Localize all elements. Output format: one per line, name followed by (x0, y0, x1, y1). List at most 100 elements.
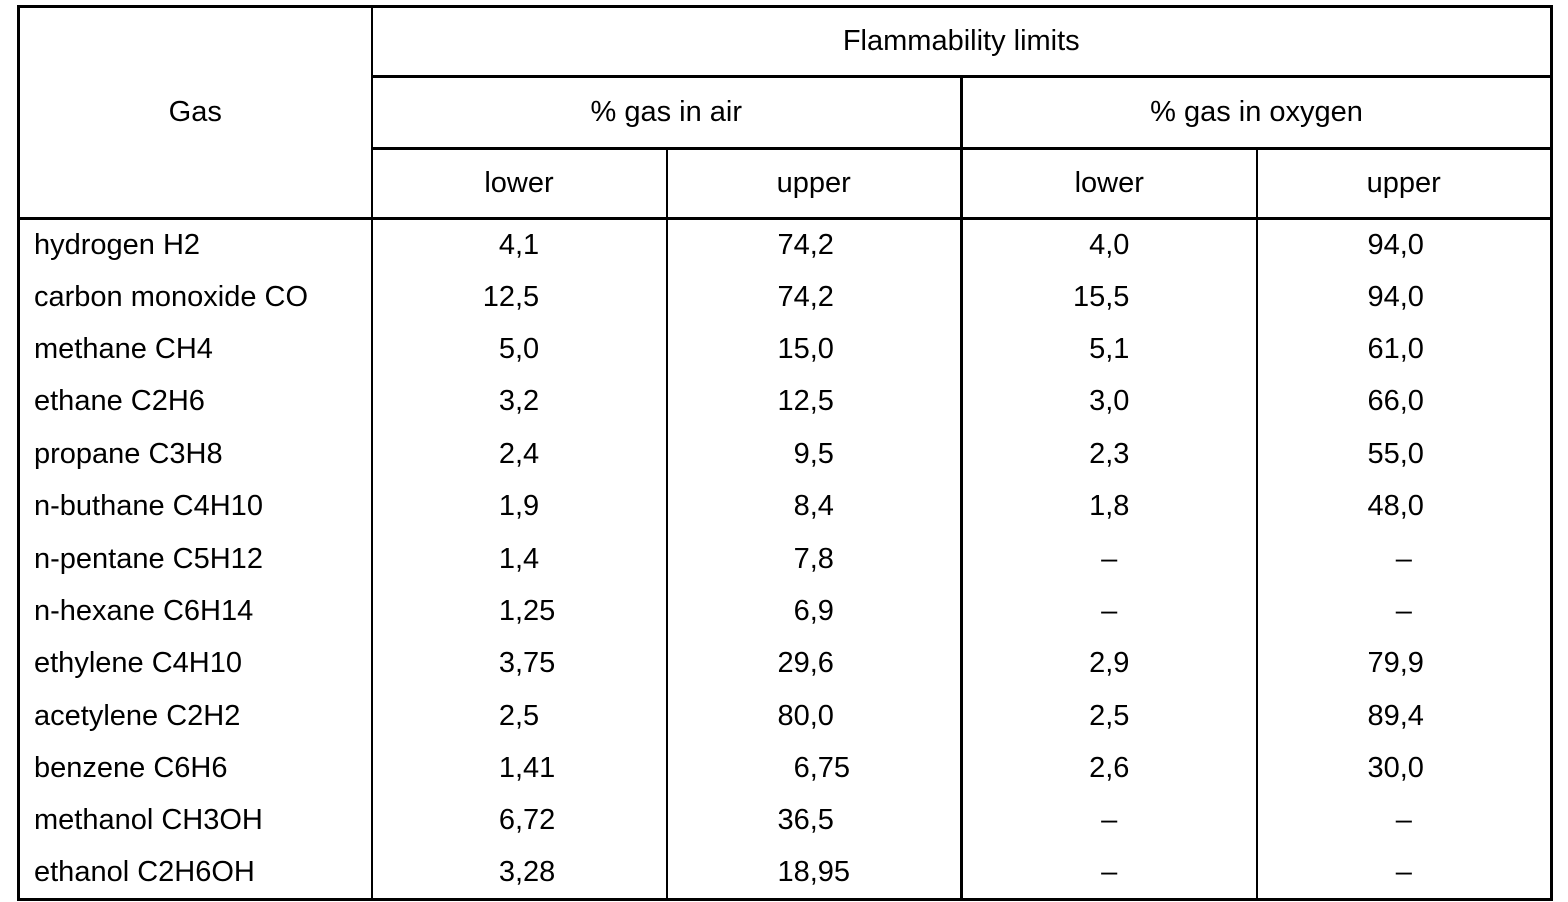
value-cell: 1,9 (371, 480, 668, 533)
oxygen-upper-header: upper (1256, 148, 1552, 220)
table-row: n-buthane C4H10 1, 9 8, 4 1, 8 48, 0 (18, 480, 1552, 533)
gas-name-cell: n-buthane C4H10 (18, 480, 373, 533)
value-cell: 12, 5 (666, 375, 963, 429)
no-data-dash: – (1395, 542, 1412, 575)
value-cell: – (1257, 585, 1552, 637)
value-cell: 3,0 (961, 375, 1258, 429)
gas-name-cell: methanol CH3OH (18, 794, 373, 848)
table-row: methane CH4 5, 0 15, 0 5, 1 61, 0 (18, 323, 1552, 376)
value-cell: 89, 4 (1367, 699, 1424, 732)
value-cell: 9,5 (666, 428, 963, 481)
value-cell: – (961, 794, 1258, 848)
gas-column-header: Gas (18, 6, 373, 220)
table-row: ethane C2H6 3, 2 12, 5 3, 0 66, 0 (18, 375, 1552, 429)
gas-name-cell: ethanol C2H6OH (18, 847, 373, 900)
value-cell: 6, 72 (371, 794, 668, 848)
no-data-dash: – (1101, 856, 1118, 889)
value-cell: 74, 2 (666, 270, 963, 324)
table-row: acetylene C2H2 2, 5 80, 0 2, 5 89, 4 (18, 690, 1552, 743)
value-cell: 61, 0 (1367, 332, 1424, 365)
value-cell: 1,4 (371, 532, 668, 586)
value-cell: 4,0 (961, 218, 1258, 271)
gas-name-cell: n-hexane C6H14 (18, 585, 373, 638)
value-cell: 6,9 (666, 585, 963, 638)
table-row: hydrogen H2 4, 1 74, 2 4, 0 94, 0 (18, 218, 1552, 271)
value-cell: 8,4 (666, 480, 963, 533)
value-cell: 30, 0 (1367, 752, 1424, 785)
value-cell: 18, 95 (666, 847, 963, 900)
value-cell: 66, 0 (1367, 385, 1424, 418)
gas-name-cell: methane CH4 (18, 323, 373, 376)
value-cell: 29, 6 (666, 637, 963, 691)
header-row-3: lower upper lower upper (19, 148, 1552, 220)
value-cell: 7,8 (666, 532, 963, 586)
gas-name-cell: ethylene C4H10 (18, 637, 373, 691)
value-cell: 79, 9 (1367, 647, 1424, 680)
no-data-dash: – (1395, 856, 1412, 889)
gas-in-air-header: % gas in air (371, 76, 963, 150)
no-data-dash: – (1101, 594, 1118, 627)
value-cell: 3,2 (371, 375, 668, 429)
table-row: n-pentane C5H12 1, 4 7, 8 – – (18, 532, 1552, 586)
header-row-1: Gas Flammability limits (18, 6, 1552, 220)
air-lower-header: lower (371, 148, 668, 220)
value-cell: 80, 0 (666, 690, 963, 743)
table-row: n-hexane C6H14 1, 25 6, 9 – – (18, 585, 1552, 638)
value-cell: 74, 2 (666, 218, 963, 271)
flammability-limits-header: Flammability limits (371, 6, 1552, 78)
value-cell: 3, 28 (371, 847, 668, 900)
value-cell: 94, 0 (1367, 280, 1424, 313)
value-cell: 5,0 (371, 323, 668, 376)
value-cell: – (1257, 533, 1552, 585)
value-cell: – (1257, 847, 1552, 899)
value-cell: 2,5 (961, 690, 1258, 743)
table-row: carbon monoxide CO 12, 5 74, 2 15, 5 94, 0 (18, 270, 1552, 324)
gas-name-cell: carbon monoxide CO (18, 270, 373, 324)
gas-name-cell: acetylene C2H2 (18, 690, 373, 743)
gas-name-cell: hydrogen H2 (18, 218, 373, 271)
value-cell: 2,4 (371, 428, 668, 481)
gas-name-cell: propane C3H8 (18, 428, 373, 481)
value-cell: 4,1 (371, 218, 668, 271)
value-cell: 2,5 (371, 690, 668, 743)
value-cell: 12, 5 (371, 270, 668, 324)
value-cell: 1,8 (961, 480, 1258, 533)
flammability-limits-table: Gas Flammability limits % gas in air % g… (17, 5, 1554, 902)
table-row: propane C3H8 2, 4 9, 5 2, 3 55, 0 (18, 428, 1552, 481)
value-cell: 2,3 (961, 428, 1258, 481)
table-row: benzene C6H6 1, 41 6, 75 2, 6 30, 0 (18, 742, 1552, 795)
gas-name-cell: n-pentane C5H12 (18, 532, 373, 586)
table-row: ethylene C4H10 3, 75 29, 6 2, 9 79, 9 (18, 637, 1552, 691)
value-cell: – (961, 847, 1258, 900)
gas-name-cell: ethane C2H6 (18, 375, 373, 429)
value-cell: 5,1 (961, 323, 1258, 376)
air-upper-header: upper (666, 148, 963, 220)
value-cell: 6, 75 (666, 742, 963, 795)
no-data-dash: – (1395, 804, 1412, 837)
gas-rows: hydrogen H2 4, 1 74, 2 4, 0 94, 0 carbon monoxide… (18, 218, 1552, 900)
table-row: ethanol C2H6OH 3, 28 18, 95 – – (18, 847, 1552, 900)
header-row-2: % gas in air % gas in oxygen (19, 76, 1552, 150)
gas-name-cell: benzene C6H6 (18, 742, 373, 795)
value-cell: – (1257, 795, 1552, 847)
value-cell: 3, 75 (371, 637, 668, 691)
value-cell: 1, 25 (371, 585, 668, 638)
value-cell: 55, 0 (1367, 437, 1424, 470)
value-cell: 94, 0 (1367, 228, 1424, 261)
no-data-dash: – (1101, 542, 1118, 575)
value-cell: 15, 5 (961, 270, 1258, 324)
no-data-dash: – (1101, 804, 1118, 837)
value-cell: 36, 5 (666, 794, 963, 848)
no-data-dash: – (1395, 594, 1412, 627)
value-cell: – (961, 585, 1258, 638)
table-row: methanol CH3OH 6, 72 36, 5 – – (18, 794, 1552, 848)
value-cell: 2,9 (961, 637, 1258, 691)
value-cell: 1, 41 (371, 742, 668, 795)
gas-in-oxygen-header: % gas in oxygen (961, 76, 1552, 150)
value-cell: – (961, 532, 1258, 586)
value-cell: 15, 0 (666, 323, 963, 376)
value-cell: 2,6 (961, 742, 1258, 795)
oxygen-lower-header: lower (961, 148, 1258, 220)
value-cell: 48, 0 (1367, 490, 1424, 523)
